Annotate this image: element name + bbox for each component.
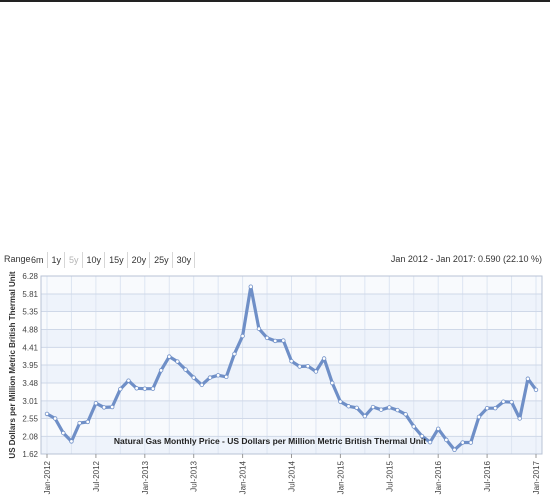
- range-button-15y[interactable]: 15y: [106, 252, 128, 268]
- data-point[interactable]: [525, 376, 531, 381]
- data-point[interactable]: [493, 405, 498, 411]
- y-axis-title: US Dollars per Million Metric British Th…: [8, 271, 17, 458]
- data-point[interactable]: [52, 416, 58, 421]
- x-tick-label: Jan-2015: [336, 460, 345, 494]
- data-point[interactable]: [403, 412, 408, 417]
- data-point[interactable]: [395, 407, 400, 413]
- range-button-6m[interactable]: 6m: [28, 252, 48, 268]
- x-tick-label: Jan-2017: [532, 460, 541, 494]
- data-point[interactable]: [338, 399, 343, 404]
- data-point[interactable]: [354, 405, 359, 410]
- y-tick-label: 5.81: [22, 290, 38, 299]
- data-point[interactable]: [533, 387, 539, 393]
- data-point[interactable]: [183, 367, 188, 372]
- data-point[interactable]: [215, 373, 221, 378]
- data-point[interactable]: [370, 404, 376, 410]
- data-point[interactable]: [468, 440, 473, 445]
- data-point[interactable]: [167, 354, 172, 359]
- data-point[interactable]: [101, 405, 107, 410]
- y-tick-label: 3.48: [22, 379, 38, 388]
- range-button-5y[interactable]: 5y: [66, 252, 83, 268]
- y-tick-label: 6.28: [22, 272, 38, 281]
- top-divider: [0, 0, 550, 2]
- range-label: Range: [4, 254, 31, 264]
- data-point[interactable]: [232, 351, 237, 357]
- data-point[interactable]: [411, 424, 416, 429]
- data-point[interactable]: [289, 358, 294, 364]
- data-point[interactable]: [142, 386, 147, 391]
- x-tick-label: Jul-2016: [483, 460, 492, 491]
- data-point[interactable]: [484, 405, 490, 411]
- data-point[interactable]: [126, 378, 131, 383]
- data-point[interactable]: [387, 405, 392, 410]
- x-tick-label: Jul-2015: [385, 460, 394, 491]
- range-button-10y[interactable]: 10y: [84, 252, 106, 268]
- data-point[interactable]: [199, 382, 205, 388]
- data-point[interactable]: [109, 404, 115, 410]
- data-point[interactable]: [273, 338, 278, 344]
- data-point[interactable]: [321, 356, 327, 361]
- y-tick-label: 2.55: [22, 414, 38, 423]
- x-tick-label: Jul-2013: [190, 460, 199, 491]
- data-point[interactable]: [297, 364, 302, 369]
- data-point[interactable]: [240, 333, 245, 339]
- data-point[interactable]: [61, 430, 66, 436]
- y-tick-label: 4.41: [22, 343, 38, 352]
- range-button-20y[interactable]: 20y: [129, 252, 151, 268]
- data-point[interactable]: [191, 375, 196, 380]
- data-point[interactable]: [419, 433, 425, 439]
- y-tick-label: 4.88: [22, 325, 38, 334]
- data-point[interactable]: [93, 400, 99, 406]
- data-point[interactable]: [476, 414, 482, 420]
- data-point[interactable]: [134, 386, 139, 391]
- data-point[interactable]: [362, 413, 368, 419]
- data-point[interactable]: [330, 380, 335, 386]
- range-summary: Jan 2012 - Jan 2017: 0.590 (22.10 %): [390, 254, 542, 264]
- range-button-25y[interactable]: 25y: [151, 252, 173, 268]
- data-point[interactable]: [346, 404, 351, 409]
- range-button-30y[interactable]: 30y: [174, 252, 196, 268]
- x-tick-label: Jan-2013: [141, 460, 150, 494]
- natural-gas-price-chart: 1.62 2.08 2.55 3.01 3.48 3.95 4.41 4.88 5.35 5.81…: [8, 271, 543, 494]
- data-point[interactable]: [44, 411, 50, 417]
- data-point[interactable]: [118, 386, 123, 392]
- x-tick-label: Jan-2016: [434, 460, 443, 494]
- chart-title: Natural Gas Monthly Price - US Dollars p…: [114, 436, 426, 446]
- x-tick-label: Jul-2014: [288, 460, 297, 491]
- data-point[interactable]: [264, 335, 270, 341]
- data-point[interactable]: [281, 338, 286, 343]
- data-point[interactable]: [444, 437, 449, 443]
- data-point[interactable]: [150, 386, 156, 391]
- y-tick-label: 5.35: [22, 308, 38, 317]
- data-point[interactable]: [69, 439, 74, 444]
- y-tick-label: 3.01: [22, 397, 38, 406]
- data-point[interactable]: [313, 369, 319, 374]
- data-point[interactable]: [501, 399, 506, 404]
- y-tick-label: 3.95: [22, 361, 38, 370]
- data-point[interactable]: [378, 407, 384, 412]
- data-point[interactable]: [175, 359, 180, 364]
- y-tick-label: 2.08: [22, 432, 38, 441]
- data-point[interactable]: [248, 284, 253, 289]
- data-point[interactable]: [427, 439, 433, 445]
- data-point[interactable]: [305, 363, 310, 369]
- data-point[interactable]: [256, 326, 262, 331]
- x-tick-label: Jan-2012: [43, 460, 52, 494]
- data-point[interactable]: [77, 420, 82, 426]
- data-point[interactable]: [224, 374, 229, 380]
- range-button-1y[interactable]: 1y: [49, 252, 66, 268]
- x-tick-label: Jul-2012: [92, 460, 101, 491]
- data-point[interactable]: [517, 416, 522, 421]
- y-tick-label: 1.62: [22, 450, 38, 459]
- data-point[interactable]: [85, 419, 90, 425]
- range-buttons: 6m 1y 5y 10y 15y 20y 25y 30y: [28, 252, 196, 268]
- data-point[interactable]: [509, 399, 514, 405]
- x-tick-label: Jan-2014: [239, 460, 248, 494]
- data-point[interactable]: [436, 426, 441, 431]
- range-selector: Range 6m 1y 5y 10y 15y 20y 25y 30y Jan 2012 - J…: [0, 252, 550, 268]
- data-point[interactable]: [460, 440, 465, 445]
- data-point[interactable]: [452, 447, 457, 452]
- data-point[interactable]: [158, 368, 164, 373]
- data-point[interactable]: [207, 375, 213, 380]
